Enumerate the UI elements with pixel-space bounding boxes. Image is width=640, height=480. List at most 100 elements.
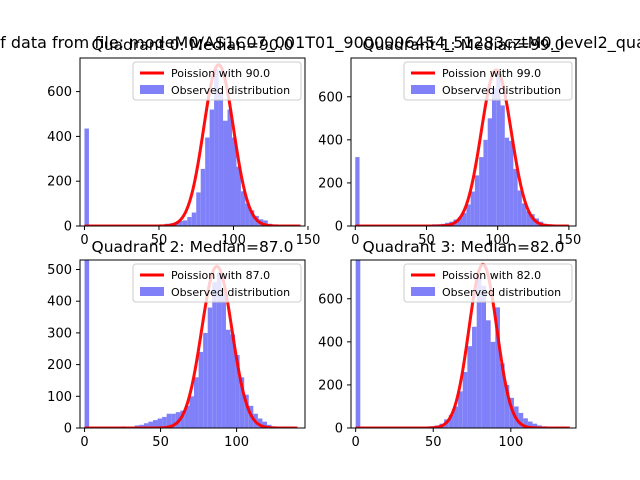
histogram-bar [487, 118, 492, 226]
histogram-bar [476, 277, 482, 428]
y-tick-label: 600 [318, 90, 343, 105]
legend-label-observed: Observed distribution [442, 84, 561, 97]
subplot-title: Quadrant 0: Median=90.0 [92, 36, 294, 54]
legend: Poission with 99.0 Observed distribution [403, 61, 573, 101]
histogram-bar [187, 217, 192, 226]
histogram-bar [523, 418, 528, 428]
axes-frame [350, 259, 577, 429]
histogram-bar [466, 204, 471, 226]
histogram-bar [198, 351, 204, 428]
subplot-title: Quadrant 3: Median=82.0 [363, 238, 565, 256]
histogram-bar [230, 334, 236, 428]
histogram-bar [139, 424, 144, 428]
poisson-curve [83, 264, 299, 428]
plot-area [354, 68, 570, 226]
x-tick-label: 100 [221, 233, 246, 248]
histogram-bar [527, 421, 533, 428]
histogram-bar [184, 405, 190, 428]
histogram-bar [205, 137, 210, 226]
histogram-bar [532, 423, 538, 428]
x-tick-label: 50 [425, 435, 442, 450]
y-tick-label: 0 [64, 422, 72, 437]
y-tick-label: 400 [318, 133, 343, 148]
y-tick-label: 400 [47, 295, 72, 310]
histogram-bar [521, 203, 527, 226]
legend-patch-swatch [140, 85, 164, 94]
histogram-bar [457, 217, 463, 226]
histogram-bar [216, 272, 222, 428]
x-tick-label: 100 [498, 435, 523, 450]
histogram-bar [458, 391, 463, 428]
y-tick-label: 500 [47, 263, 72, 278]
axes-frame [79, 259, 306, 429]
y-tick-label: 100 [47, 390, 72, 405]
legend-label-observed: Observed distribution [171, 84, 290, 97]
histogram-bar [84, 260, 90, 428]
poisson-curve [83, 63, 302, 226]
histogram-bar [481, 285, 486, 428]
histogram-bar [504, 137, 510, 226]
histogram-bar [227, 109, 232, 226]
x-tick-label: 0 [352, 435, 360, 450]
y-tick-label: 600 [318, 292, 343, 307]
x-tick-label: 50 [151, 233, 168, 248]
legend-patch-swatch [411, 287, 435, 296]
axes-frame [350, 57, 577, 227]
histogram-bar [355, 260, 361, 428]
histogram-bar [235, 355, 240, 428]
y-tick-label: 200 [47, 175, 72, 190]
subplot-quadrant-1: 0 50 100 150 0 200 400 600 Quadrant 1: Median=99… [318, 36, 581, 248]
histogram-bar [203, 332, 208, 428]
histogram-bar [148, 421, 153, 428]
histogram-bar [236, 166, 241, 226]
histogram-bar [472, 326, 477, 428]
y-tick-label: 200 [318, 176, 343, 191]
histogram-bar [486, 320, 491, 428]
subplot-title: Quadrant 1: Median=99.0 [363, 36, 565, 54]
histogram-bar [483, 139, 488, 226]
histogram-bar [166, 413, 172, 428]
axes-frame [79, 57, 306, 227]
histogram-bar [500, 105, 505, 226]
histogram-bar [194, 377, 199, 428]
histogram-bar [157, 418, 163, 428]
y-tick-label: 200 [318, 378, 343, 393]
subplot-quadrant-3: 0 50 100 0 200 400 600 Quadrant 3: Median=82.0 P… [318, 238, 577, 450]
legend: Poission with 87.0 Observed distribution [132, 263, 302, 303]
y-tick-label: 300 [47, 326, 72, 341]
legend: Poission with 90.0 Observed distribution [132, 61, 302, 101]
subplot-quadrant-0: 0 50 100 150 0 200 400 600 Quadrant 0: Median=90… [47, 36, 320, 248]
x-tick-label: 50 [418, 233, 435, 248]
histogram-bar [189, 396, 195, 428]
plot-area [83, 260, 299, 428]
y-tick-label: 400 [47, 130, 72, 145]
subplot-title: Quadrant 2: Median=87.0 [92, 238, 294, 256]
x-tick-label: 150 [296, 233, 321, 248]
histogram-bar [84, 128, 89, 226]
figure-suptitle: Histogram of data from file: modeM0/AS1C… [0, 33, 640, 53]
histogram-bar [143, 423, 149, 428]
histogram-bar [495, 307, 500, 428]
y-tick-label: 600 [47, 85, 72, 100]
histogram-bar [200, 168, 206, 226]
legend-box [403, 61, 573, 101]
legend-label-poisson: Poission with 90.0 [171, 67, 270, 80]
x-tick-label: 100 [224, 435, 249, 450]
subplot-quadrant-2: 0 50 100 0 100 200 300 400 500 Quadrant 2: Median… [47, 238, 306, 450]
histogram-bar [491, 88, 497, 226]
histogram-bar [249, 210, 255, 226]
histogram-bar [162, 416, 167, 428]
y-tick-label: 0 [64, 220, 72, 235]
x-tick-label: 50 [152, 435, 169, 450]
legend-box [403, 263, 573, 303]
histogram-bar [499, 363, 505, 428]
histogram-bar [218, 91, 224, 226]
legend-patch-swatch [140, 287, 164, 296]
histogram-bar [225, 329, 231, 428]
legend-label-poisson: Poission with 87.0 [171, 269, 270, 282]
plot-area [83, 63, 302, 226]
histogram-bar [191, 212, 197, 226]
histogram-bar [509, 397, 514, 428]
histogram-bar [263, 220, 268, 226]
